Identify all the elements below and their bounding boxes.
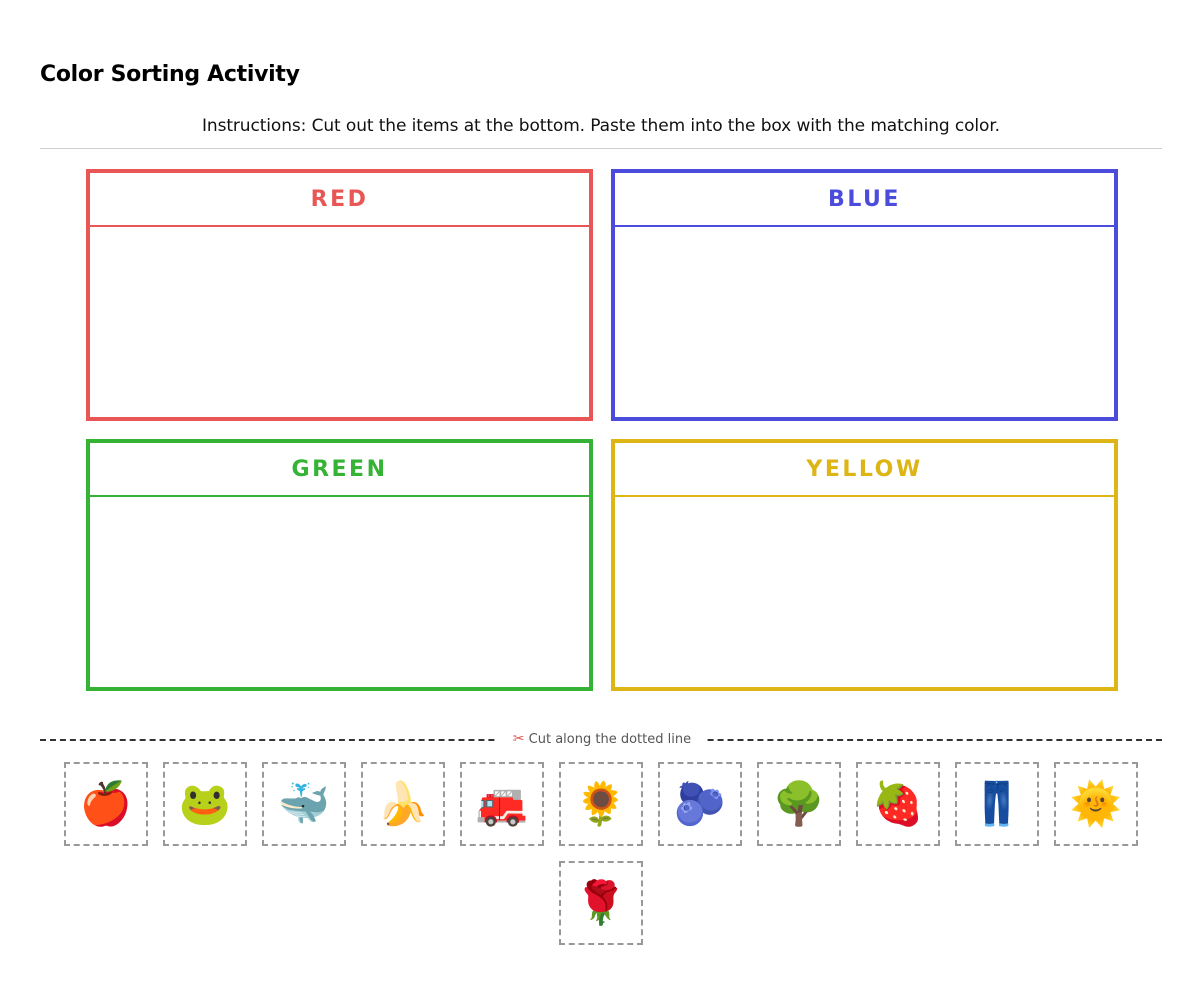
rose-icon: 🌹 bbox=[574, 878, 628, 927]
whale-icon: 🐳 bbox=[277, 779, 331, 828]
item-card-jeans[interactable]: 👖 bbox=[955, 762, 1039, 846]
blueberries-icon: 🫐 bbox=[673, 779, 727, 828]
item-card-blueberries[interactable]: 🫐 bbox=[658, 762, 742, 846]
banana-icon: 🍌 bbox=[376, 779, 430, 828]
sun-icon: 🌞 bbox=[1069, 779, 1123, 828]
sorting-box-yellow: YELLOW bbox=[611, 439, 1118, 691]
box-header-red: RED bbox=[90, 173, 589, 227]
frog-icon: 🐸 bbox=[178, 779, 232, 828]
cut-label-text: Cut along the dotted line bbox=[528, 732, 692, 747]
box-header-green: GREEN bbox=[90, 443, 589, 497]
instructions-text: Instructions: Cut out the items at the b… bbox=[202, 116, 1000, 136]
tree-icon: 🌳 bbox=[772, 779, 826, 828]
sunflower-icon: 🌻 bbox=[574, 779, 628, 828]
sorting-box-red: RED bbox=[86, 169, 593, 421]
item-card-apple[interactable]: 🍎 bbox=[64, 762, 148, 846]
item-card-fire-engine[interactable]: 🚒 bbox=[460, 762, 544, 846]
item-card-banana[interactable]: 🍌 bbox=[361, 762, 445, 846]
cut-label: ✂ Cut along the dotted line bbox=[498, 729, 706, 750]
strawberry-icon: 🍓 bbox=[871, 779, 925, 828]
apple-icon: 🍎 bbox=[79, 779, 133, 828]
box-header-blue: BLUE bbox=[615, 173, 1114, 227]
sorting-box-green: GREEN bbox=[86, 439, 593, 691]
header-divider bbox=[40, 148, 1162, 149]
scissors-icon: ✂ bbox=[512, 731, 525, 747]
page-title: Color Sorting Activity bbox=[40, 62, 300, 87]
jeans-icon: 👖 bbox=[970, 779, 1024, 828]
sorting-box-blue: BLUE bbox=[611, 169, 1118, 421]
fire-engine-icon: 🚒 bbox=[475, 779, 529, 828]
item-card-tree[interactable]: 🌳 bbox=[757, 762, 841, 846]
item-card-rose[interactable]: 🌹 bbox=[559, 861, 643, 945]
item-card-whale[interactable]: 🐳 bbox=[262, 762, 346, 846]
item-card-frog[interactable]: 🐸 bbox=[163, 762, 247, 846]
box-header-yellow: YELLOW bbox=[615, 443, 1114, 497]
item-card-sunflower[interactable]: 🌻 bbox=[559, 762, 643, 846]
item-card-strawberry[interactable]: 🍓 bbox=[856, 762, 940, 846]
item-card-sun[interactable]: 🌞 bbox=[1054, 762, 1138, 846]
